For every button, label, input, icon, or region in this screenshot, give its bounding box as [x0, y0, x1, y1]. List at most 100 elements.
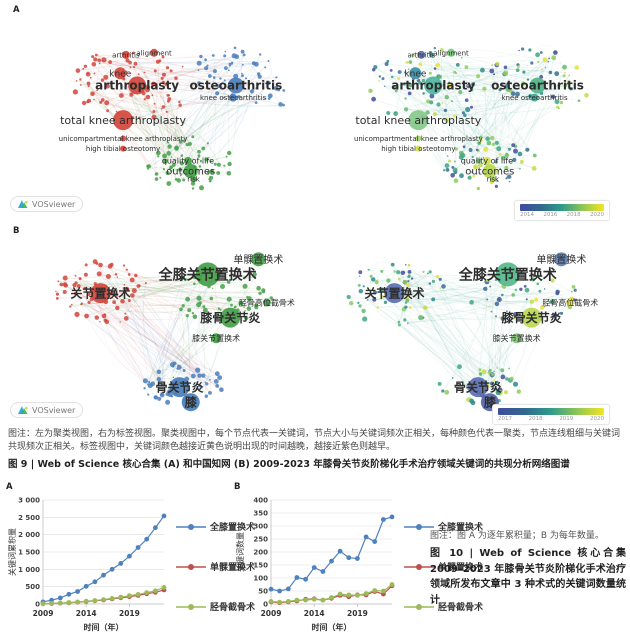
svg-text:关节置换术: 关节置换术: [364, 285, 424, 300]
svg-text:300: 300: [253, 523, 268, 531]
chart-b-panel-label: B: [234, 482, 241, 492]
svg-text:arthroplasty: arthroplasty: [95, 79, 179, 93]
svg-text:2014: 2014: [76, 609, 97, 618]
colorbar-tick-label: 2016: [543, 212, 558, 218]
chart-a-legend: 全膝置换术单髁置换术胫骨截骨术: [176, 520, 255, 613]
svg-text:outcomes: outcomes: [166, 167, 215, 178]
colorbar-gradient: [520, 204, 604, 211]
svg-text:250: 250: [253, 536, 268, 544]
svg-text:膝关节置换术: 膝关节置换术: [493, 333, 541, 343]
svg-text:high tibial osteotomy: high tibial osteotomy: [381, 145, 455, 153]
svg-text:50: 50: [258, 588, 268, 596]
chart-cumulative-keywords: 0 500 1 000 1 500 2 000 2 500 3 000 2009 2014 201…: [6, 492, 174, 638]
svg-text:200: 200: [253, 549, 268, 557]
colorbar-network-a: 2014 2016 2018 2020: [514, 200, 610, 221]
vosviewer-logo-icon: [18, 200, 28, 208]
legend-marker-icon: [404, 523, 434, 530]
vosviewer-logo: VOSviewer: [10, 402, 84, 418]
colorbar-tick-label: 2020: [589, 212, 604, 218]
chart-plot-b: 0 50 100 150 200 250 300 350 400 2009 2014 2019 时间（年…: [235, 497, 395, 632]
vosviewer-logo-icon: [18, 406, 28, 414]
svg-text:胫骨高位截骨术: 胫骨高位截骨术: [542, 297, 598, 307]
svg-text:1 000: 1 000: [18, 566, 40, 574]
svg-text:关键词累积量: 关键词累积量: [7, 528, 17, 576]
svg-text:knee: knee: [109, 69, 131, 79]
svg-text:risk: risk: [187, 176, 200, 184]
svg-text:2014: 2014: [304, 609, 325, 618]
figure10-caption: 图注：图 A 为逐年累积量；B 为每年数量。 图 10 | Web of Sci…: [430, 530, 626, 608]
legend-marker-icon: [176, 523, 206, 530]
colorbar-ticks: 2017 2018 2019 2020: [498, 416, 604, 422]
svg-text:osteoarthritis: osteoarthritis: [189, 79, 282, 93]
colorbar-tick-label: 2018: [528, 416, 543, 422]
svg-text:胫骨高位截骨术: 胫骨高位截骨术: [239, 297, 295, 307]
svg-text:total knee arthroplasty: total knee arthroplasty: [60, 114, 186, 127]
svg-text:100: 100: [253, 575, 268, 583]
legend-item-a: 单髁置换术: [176, 560, 255, 573]
legend-marker-icon: [404, 603, 434, 610]
figure9-title: 图 9 | Web of Science 核心合集 (A) 和中国知网 (B) …: [8, 459, 570, 471]
legend-label: 全膝置换术: [210, 523, 256, 533]
svg-text:2009: 2009: [33, 609, 54, 618]
svg-text:350: 350: [253, 510, 268, 518]
figure10-title: 图 10 | Web of Science 核心合集 2009–2023 年膝骨…: [430, 548, 626, 606]
svg-text:2019: 2019: [347, 609, 368, 618]
svg-text:unicompartmental knee arthropl: unicompartmental knee arthroplasty: [59, 135, 188, 143]
svg-text:全膝关节置换术: 全膝关节置换术: [458, 266, 557, 283]
svg-text:quality of life: quality of life: [461, 157, 513, 166]
svg-text:时间（年）: 时间（年）: [312, 622, 352, 632]
legend-label: 胫骨截骨术: [210, 603, 256, 613]
svg-text:膝关节置换术: 膝关节置换术: [192, 333, 240, 343]
svg-text:关节置换术: 关节置换术: [70, 285, 130, 300]
svg-text:outcomes: outcomes: [465, 167, 514, 178]
legend-label: 全膝置换术: [438, 523, 484, 533]
svg-text:膝骨关节炎: 膝骨关节炎: [502, 310, 562, 325]
svg-text:膝: 膝: [185, 394, 198, 409]
chart-plot-a: 0 500 1 000 1 500 2 000 2 500 3 000 2009 2014 201…: [7, 497, 167, 632]
svg-text:400: 400: [253, 497, 268, 505]
svg-text:arthroplasty: arthroplasty: [391, 79, 475, 93]
colorbar-tick-label: 2018: [566, 212, 581, 218]
svg-text:骨关节炎: 骨关节炎: [454, 379, 502, 394]
colorbar-tick-label: 2019: [559, 416, 574, 422]
svg-text:关键词数量: 关键词数量: [235, 532, 245, 572]
colorbar-gradient: [498, 408, 604, 415]
legend-item-a: 全膝置换术: [176, 520, 255, 533]
svg-text:单髁置换术: 单髁置换术: [233, 253, 283, 266]
svg-text:knee osteoarthritis: knee osteoarthritis: [200, 94, 266, 102]
svg-text:risk: risk: [487, 176, 500, 184]
vosviewer-logo-text: VOSviewer: [32, 199, 76, 209]
legend-item-b: 单髁置换术: [404, 560, 483, 573]
svg-text:膝骨关节炎: 膝骨关节炎: [200, 310, 260, 325]
svg-text:单髁置换术: 单髁置换术: [536, 253, 586, 266]
svg-text:alignment: alignment: [433, 49, 469, 57]
svg-text:全膝关节置换术: 全膝关节置换术: [158, 266, 257, 283]
chart-b-legend: 全膝置换术单髁置换术胫骨截骨术: [404, 520, 483, 613]
vosviewer-logo: VOSviewer: [10, 196, 84, 212]
legend-marker-icon: [176, 603, 206, 610]
svg-text:骨关节炎: 骨关节炎: [155, 379, 203, 394]
colorbar-tick-label: 2014: [520, 212, 534, 218]
svg-text:3 000: 3 000: [18, 497, 40, 505]
svg-text:时间（年）: 时间（年）: [84, 622, 124, 632]
figure9-panel-b-label: B: [13, 226, 20, 236]
svg-text:2 000: 2 000: [18, 531, 40, 539]
svg-text:knee osteoarthritis: knee osteoarthritis: [502, 94, 568, 102]
legend-item-b: 全膝置换术: [404, 520, 483, 533]
colorbar-tick-label: 2017: [498, 416, 512, 422]
svg-text:osteoarthritis: osteoarthritis: [491, 79, 584, 93]
legend-item-b: 胫骨截骨术: [404, 600, 483, 613]
legend-label: 单髁置换术: [438, 563, 484, 573]
vosviewer-logo-text: VOSviewer: [32, 405, 76, 415]
svg-text:high tibial osteotomy: high tibial osteotomy: [86, 145, 160, 153]
svg-text:knee: knee: [404, 69, 426, 79]
svg-text:arthritis: arthritis: [112, 51, 140, 59]
svg-text:quality of life: quality of life: [162, 157, 214, 166]
svg-text:2 500: 2 500: [18, 514, 40, 522]
figure9-panel-a-label: A: [13, 5, 20, 15]
chart-yearly-keywords: 0 50 100 150 200 250 300 350 400 2009 2014 2019 时间（年…: [234, 492, 402, 638]
svg-text:alignment: alignment: [136, 49, 172, 57]
